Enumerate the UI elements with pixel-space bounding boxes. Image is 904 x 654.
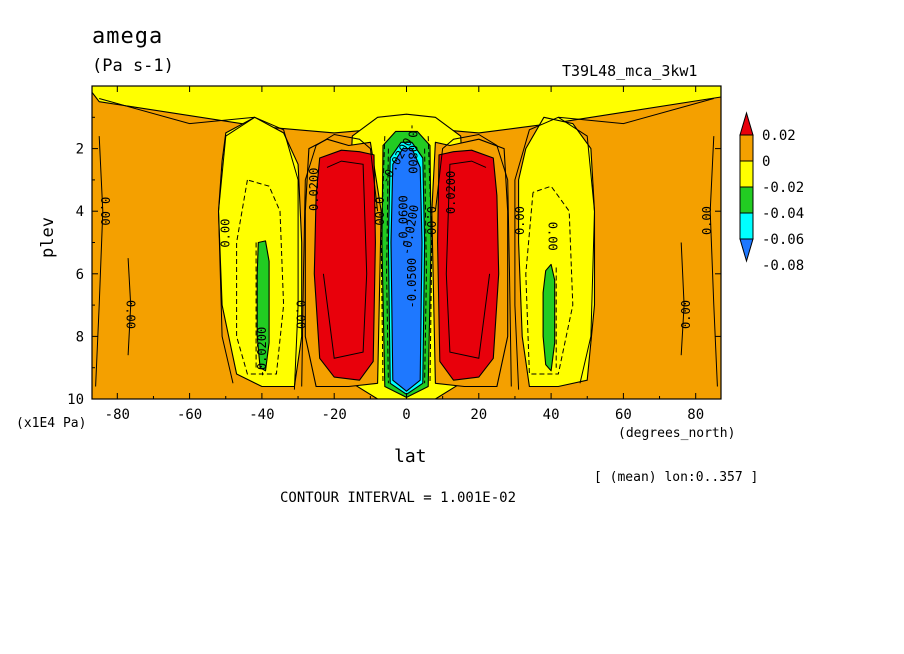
x-tick-label: 20	[470, 407, 487, 423]
colorbar-swatch	[739, 212, 754, 240]
units-label: (Pa s-1)	[92, 56, 174, 76]
contour-line-15	[427, 136, 433, 384]
contour-line-5	[558, 98, 714, 125]
contour-line-10	[322, 160, 368, 359]
region-south-green-patch	[256, 240, 270, 372]
contour-label-12: 0.00	[424, 206, 438, 235]
contour-label-3: 0.00	[123, 300, 137, 329]
contour-label-10: -0.0800	[405, 123, 419, 174]
y-tick-label: 8	[76, 329, 84, 345]
contour-line-14	[380, 136, 386, 384]
y-axis-unit: (x1E4 Pa)	[16, 416, 87, 431]
x-tick-label: 0	[402, 407, 410, 423]
y-tick-label: 4	[76, 204, 84, 220]
colorbar-label: -0.08	[762, 258, 804, 274]
contour-line-0	[301, 133, 379, 387]
contour-line-11	[445, 160, 491, 359]
contour-label-6: 0.00	[372, 197, 386, 226]
region-north-green-patch	[542, 263, 556, 372]
colorbar-label: -0.04	[762, 206, 804, 222]
contour-line-6	[95, 136, 104, 387]
colorbar-swatch	[739, 186, 754, 214]
x-tick-label: -20	[322, 407, 347, 423]
averaging-note: [ (mean) lon:0..357 ]	[594, 470, 759, 485]
contour-label-1: 0.00	[218, 219, 232, 248]
region-equatorial-blue-ascent	[390, 148, 423, 392]
x-axis-unit: (degrees_north)	[618, 426, 736, 441]
colorbar-label: 0.02	[762, 128, 796, 144]
contour-line-7	[709, 136, 718, 387]
contour-label-11: -0.0500	[405, 258, 419, 309]
contour-line-1	[434, 133, 512, 387]
colorbar-swatch	[739, 238, 754, 263]
contour-label-5: 0.0200	[307, 168, 321, 211]
contour-line-17	[424, 148, 427, 384]
y-tick-label: 6	[76, 267, 84, 283]
y-tick-label: 10	[67, 392, 84, 408]
contour-label-15: 0.00	[545, 222, 559, 251]
colorbar-swatch	[739, 111, 754, 136]
contour-label-2: 0.00	[293, 300, 307, 329]
x-tick-label: 80	[687, 407, 704, 423]
axes: -80 -60 -40 -20 0 20 40 60 80 2 4 6 8 10	[67, 86, 721, 423]
contour-label-4: -0.0200	[255, 327, 269, 378]
colorbar-swatch	[739, 134, 754, 162]
contour-label-16: 0.00	[700, 206, 714, 235]
contour-interval: CONTOUR INTERVAL = 1.001E-02	[280, 490, 517, 506]
contour-line-13	[525, 185, 574, 375]
colorbar-label: -0.02	[762, 180, 804, 196]
x-tick-label: -40	[249, 407, 274, 423]
contour-line-9	[680, 242, 685, 356]
x-tick-label: -80	[105, 407, 130, 423]
x-axis-label: lat	[394, 446, 427, 467]
chart-title: amega	[92, 24, 164, 49]
contour-line-12	[236, 179, 285, 375]
x-tick-label: 40	[543, 407, 560, 423]
y-tick-label: 2	[76, 142, 84, 158]
contour-label-0: 0.00	[98, 197, 112, 226]
contour-label-9: -0.0600	[396, 195, 410, 246]
contour-line-4	[99, 98, 255, 125]
x-tick-label: -60	[177, 407, 202, 423]
contour-line-8	[127, 258, 132, 356]
region-north-yellow-descent	[518, 116, 596, 388]
contour-label-14: 0.00	[513, 206, 527, 235]
colorbar-label: -0.06	[762, 232, 804, 248]
contour-label-13: 0.0200	[444, 171, 458, 214]
experiment-label: T39L48_mca_3kw1	[562, 62, 698, 80]
colorbar-swatch	[739, 160, 754, 188]
colorbar-label: 0	[762, 154, 770, 170]
colorbar: 0.02 0 -0.02 -0.04 -0.06 -0.08	[739, 111, 804, 274]
contour-label-17: 0.00	[679, 300, 693, 329]
x-tick-label: 60	[615, 407, 632, 423]
contour-line-16	[386, 148, 389, 384]
contour-lines	[95, 98, 718, 390]
